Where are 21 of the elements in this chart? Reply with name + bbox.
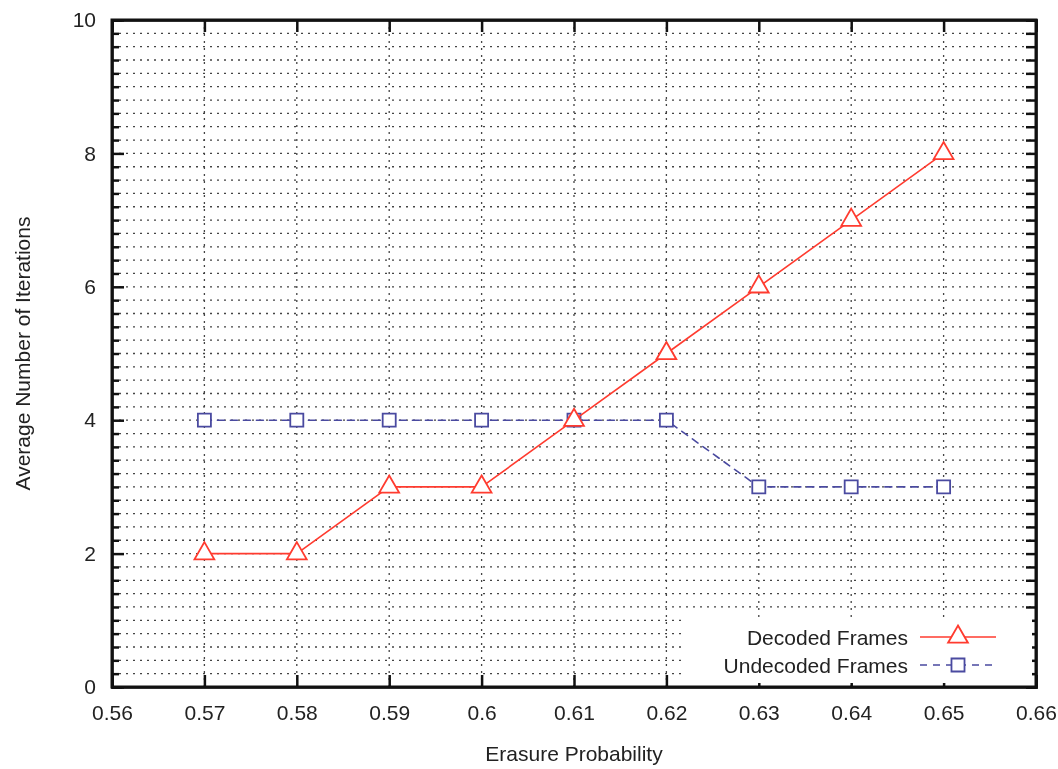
y-tick-label: 2 bbox=[84, 541, 96, 565]
x-axis-title: Erasure Probability bbox=[485, 742, 664, 765]
x-tick-label: 0.57 bbox=[184, 700, 226, 724]
x-tick-label: 0.56 bbox=[92, 700, 133, 724]
y-tick-label: 8 bbox=[84, 141, 96, 165]
legend-label: Decoded Frames bbox=[746, 626, 908, 649]
x-tick-label: 0.63 bbox=[738, 700, 780, 724]
x-tick-label: 0.62 bbox=[646, 700, 688, 724]
y-tick-label: 10 bbox=[72, 8, 96, 32]
x-tick-label: 0.64 bbox=[831, 700, 873, 724]
x-tick-label: 0.58 bbox=[276, 700, 318, 724]
x-tick-label: 0.6 bbox=[467, 700, 497, 724]
x-tick-label: 0.61 bbox=[554, 700, 595, 724]
y-tick-label: 6 bbox=[84, 275, 96, 299]
legend-label: Undecoded Frames bbox=[723, 654, 908, 677]
y-tick-label: 0 bbox=[84, 675, 96, 699]
x-tick-label: 0.65 bbox=[923, 700, 965, 724]
x-tick-label: 0.66 bbox=[1016, 700, 1057, 724]
y-axis-title: Average Number of Iterations bbox=[11, 216, 34, 491]
x-tick-label: 0.59 bbox=[369, 700, 411, 724]
y-tick-label: 4 bbox=[84, 408, 97, 432]
